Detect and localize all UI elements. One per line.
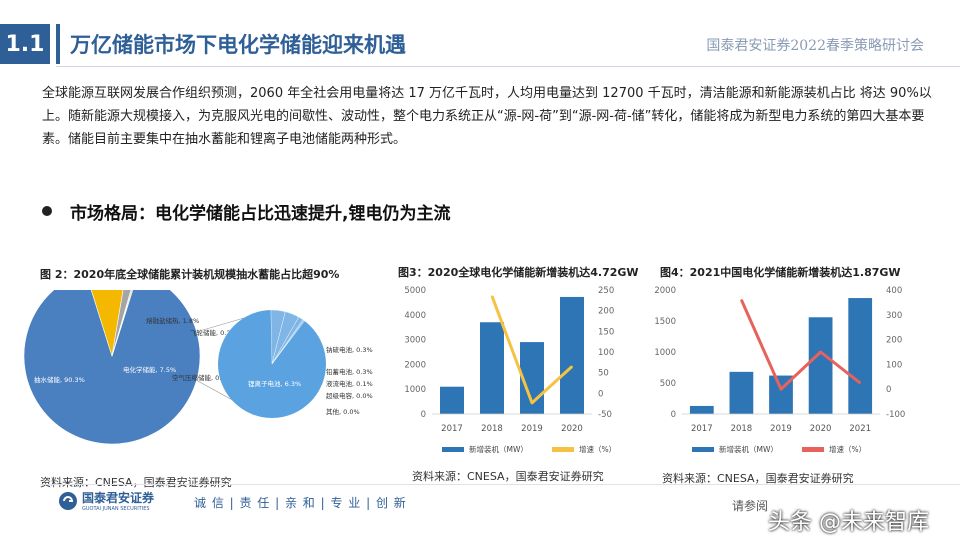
y-left-tick-label: 0 — [671, 410, 676, 420]
x-tick-label: 2018 — [731, 424, 753, 434]
y-right-tick-label: 0 — [598, 389, 603, 399]
growth-line — [740, 299, 862, 391]
y-right-tick-label: 150 — [598, 327, 614, 337]
legend-swatch-line — [802, 447, 824, 452]
y-left-tick-label: 2000 — [404, 360, 426, 370]
growth-point — [531, 402, 533, 404]
pie-slice-label: 空气压缩储能, 0.2% — [172, 373, 232, 382]
header-separator — [56, 24, 60, 64]
growth-point — [740, 299, 743, 301]
growth-point — [819, 351, 822, 353]
x-tick-label: 2021 — [849, 424, 871, 434]
legend-label-line: 增速（%） — [579, 444, 616, 454]
pie-slice-label: 电化学储能, 7.5% — [123, 365, 176, 374]
y-right-tick-label: 0 — [886, 385, 891, 395]
company-slogan: 诚 信 | 责 任 | 亲 和 | 专 业 | 创 新 — [194, 496, 407, 510]
pie2-slice-label: 铅蓄电池, 0.3% — [326, 367, 373, 376]
bar — [480, 322, 504, 414]
pie2-slice — [271, 320, 305, 365]
pie-slice-label: 熔融盐储热, 1.8% — [146, 316, 199, 325]
company-logo: 国泰君安证券 GUOTAI JUNAN SECURITIES — [58, 490, 188, 516]
pie-slice — [111, 290, 132, 357]
legend-swatch-bars — [442, 447, 464, 452]
y-right-tick-label: -50 — [598, 410, 612, 420]
growth-point — [780, 388, 782, 390]
fig4-combo-chart: 0 500 1000 1500 2000 -100 0 100 200 300 400 2017 201… — [654, 286, 905, 454]
growth-point — [571, 365, 573, 368]
fig2-pie-chart: 抽水储能, 90.3% 电化学储能, 7.5% 熔融盐储热, 1.8% 飞轮储能, 0… — [23, 290, 373, 445]
footer-divider — [40, 484, 960, 485]
disclaimer-text: 请参阅 — [732, 499, 769, 513]
bar — [560, 296, 584, 414]
fig2-source: 资料来源：CNESA，国泰君安证券研究 — [40, 476, 232, 489]
y-left-tick-label: 5000 — [404, 286, 426, 296]
pie2-slice-label: 其他, 0.0% — [326, 407, 360, 416]
x-tick-label: 2019 — [770, 424, 792, 434]
y-right-tick-label: -100 — [886, 410, 905, 420]
pie2-slice-label: 超级电容, 0.0% — [326, 391, 373, 400]
y-right-tick-label: 100 — [886, 360, 902, 370]
event-title: 国泰君安证券2022春季策略研讨会 — [706, 38, 924, 54]
growth-point — [491, 295, 493, 297]
pie-slice — [90, 290, 124, 357]
fig4-source: 资料来源：CNESA，国泰君安证券研究 — [662, 472, 854, 485]
bar — [848, 298, 873, 414]
y-left-tick-label: 500 — [660, 379, 676, 389]
y-right-tick-label: 250 — [598, 286, 614, 296]
x-tick-label: 2018 — [481, 424, 503, 434]
x-tick-label: 2019 — [521, 424, 543, 434]
y-left-tick-label: 0 — [421, 410, 426, 420]
y-right-tick-label: 300 — [886, 311, 902, 321]
bar — [440, 386, 464, 414]
y-right-tick-label: 200 — [598, 307, 614, 317]
watermark: 头条 @未来智库 — [768, 510, 929, 535]
y-left-tick-label: 4000 — [404, 311, 426, 321]
x-tick-label: 2017 — [441, 424, 463, 434]
legend-swatch-line — [552, 447, 574, 452]
section-bullet: 市场格局：电化学储能占比迅速提升,锂电仍为主流 — [70, 204, 451, 224]
x-tick-label: 2020 — [561, 424, 583, 434]
pie-slice — [23, 290, 201, 445]
bar — [808, 317, 833, 414]
fig2-title: 图 2：2020年底全球储能累计装机规模抽水蓄能占比超90% — [40, 268, 340, 281]
y-left-tick-label: 2000 — [654, 286, 676, 296]
pie2-slice-label: 钠硫电池, 0.3% — [326, 345, 373, 354]
company-name-en: GUOTAI JUNAN SECURITIES — [82, 506, 150, 512]
pie2-slice-label: 液流电池, 0.1% — [326, 379, 373, 388]
logo-mark-icon: 国泰君安证券 GUOTAI JUNAN SECURITIES — [59, 490, 155, 512]
y-right-tick-label: 400 — [886, 286, 902, 296]
page-title: 万亿储能市场下电化学储能迎来机遇 — [70, 33, 406, 57]
pie2-slice-label: 锂离子电池, 6.3% — [248, 379, 301, 388]
fig3-title: 图3：2020全球电化学储能新增装机达4.72GW — [398, 266, 639, 279]
fig3-source: 资料来源：CNESA，国泰君安证券研究 — [412, 470, 604, 483]
y-right-tick-label: 100 — [598, 348, 614, 358]
pie-slice-label: 飞轮储能, 0.2% — [190, 328, 237, 337]
y-right-tick-label: 50 — [598, 369, 609, 379]
legend-swatch-bars — [692, 447, 714, 452]
y-left-tick-label: 1000 — [404, 385, 426, 395]
bar — [689, 405, 714, 414]
x-tick-label: 2020 — [810, 424, 832, 434]
legend-label-line: 增速（%） — [829, 444, 866, 454]
growth-point — [859, 382, 861, 384]
header-divider — [56, 66, 960, 67]
y-left-tick-label: 1000 — [654, 348, 676, 358]
section-number: 1.1 — [0, 24, 50, 64]
fig4-title: 图4：2021中国电化学储能新增装机达1.87GW — [660, 266, 901, 279]
bar — [729, 371, 754, 414]
y-right-tick-label: 200 — [886, 336, 902, 346]
bullet-icon — [42, 206, 52, 216]
pie-slice-label: 抽水储能, 90.3% — [34, 375, 85, 384]
fig3-combo-chart: 0 1000 2000 3000 4000 5000 -50 0 50 100 150 200 250 2… — [404, 286, 616, 454]
y-left-tick-label: 1500 — [654, 317, 676, 327]
x-tick-label: 2017 — [691, 424, 713, 434]
legend-label-bars: 新增装机（MW） — [469, 444, 528, 454]
y-left-tick-label: 3000 — [404, 336, 426, 346]
intro-paragraph: 全球能源互联网发展合作组织预测，2060 年全社会用电量将达 17 万亿千瓦时，… — [42, 86, 932, 147]
company-name-cn: 国泰君安证券 — [82, 490, 155, 505]
legend-label-bars: 新增装机（MW） — [719, 444, 778, 454]
